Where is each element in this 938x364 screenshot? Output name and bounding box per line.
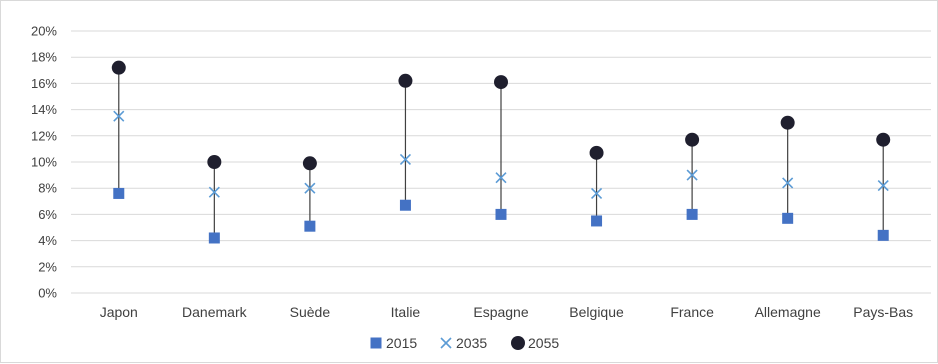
y-tick-label: 8% <box>38 181 57 196</box>
range-connectors <box>118 67 884 238</box>
x-category-label: Belgique <box>569 304 624 320</box>
point-2055-espagne <box>494 75 508 90</box>
point-2035-pays-bas <box>877 180 889 192</box>
y-tick-label: 0% <box>38 286 57 301</box>
point-2055-suède <box>302 156 317 171</box>
point-2055-pays-bas <box>876 132 891 147</box>
point-2015-france <box>686 208 698 220</box>
x-category-label: Espagne <box>473 304 528 320</box>
y-tick-label: 16% <box>31 76 57 91</box>
x-category-label: Italie <box>391 304 421 320</box>
legend-marker-circle <box>511 336 525 350</box>
legend-label: 2055 <box>528 335 559 351</box>
point-2015-pays-bas <box>877 229 889 241</box>
point-2015-allemagne <box>782 212 794 224</box>
legend-item-2035: 2035 <box>440 335 487 351</box>
legend-marker-square <box>370 337 382 349</box>
point-2055-japon <box>111 60 126 75</box>
point-2035-allemagne <box>782 177 794 189</box>
data-markers <box>111 60 891 244</box>
point-2035-italie <box>399 153 412 165</box>
point-2015-suède <box>304 220 316 232</box>
point-2055-danemark <box>207 155 222 169</box>
legend-item-2015: 2015 <box>370 335 417 351</box>
legend-item-2055: 2055 <box>511 335 559 351</box>
y-tick-label: 10% <box>31 155 57 170</box>
point-2035-suède <box>304 182 316 194</box>
y-tick-label: 14% <box>31 102 57 117</box>
legend: 2015 2035 2055 <box>370 335 559 351</box>
x-category-label: France <box>670 304 714 320</box>
y-axis-tick-labels: 0% 2% 4% 6% 8% 10% 12% 14% 16% 18% 20% <box>31 24 57 301</box>
x-category-label: Japon <box>100 304 138 320</box>
y-tick-label: 18% <box>31 50 57 65</box>
point-2035-danemark <box>208 186 220 198</box>
x-category-label: Danemark <box>182 304 248 320</box>
y-tick-label: 4% <box>38 233 57 248</box>
x-category-label: Allemagne <box>755 304 821 320</box>
legend-label: 2035 <box>456 335 487 351</box>
point-2035-belgique <box>590 187 603 200</box>
point-2015-italie <box>399 199 411 211</box>
point-2035-espagne <box>495 172 507 184</box>
point-2015-japon <box>113 187 125 199</box>
point-2015-belgique <box>591 215 603 227</box>
point-2035-japon <box>113 110 125 122</box>
point-2055-belgique <box>589 145 604 160</box>
x-axis-category-labels: Japon Danemark Suède Italie Espagne Belgique F… <box>100 304 913 320</box>
legend-label: 2015 <box>386 335 417 351</box>
point-2015-espagne <box>495 208 507 220</box>
point-2055-france <box>685 132 700 147</box>
point-2055-italie <box>398 73 413 88</box>
y-tick-label: 6% <box>38 207 57 222</box>
point-2035-france <box>686 169 698 181</box>
legend-marker-x <box>440 337 452 349</box>
y-tick-label: 12% <box>31 128 57 143</box>
y-tick-label: 20% <box>31 24 57 39</box>
y-tick-label: 2% <box>38 259 57 274</box>
point-2055-allemagne <box>780 115 795 130</box>
x-category-label: Pays-Bas <box>853 304 913 320</box>
point-2015-danemark <box>208 232 220 244</box>
x-category-label: Suède <box>290 304 331 320</box>
